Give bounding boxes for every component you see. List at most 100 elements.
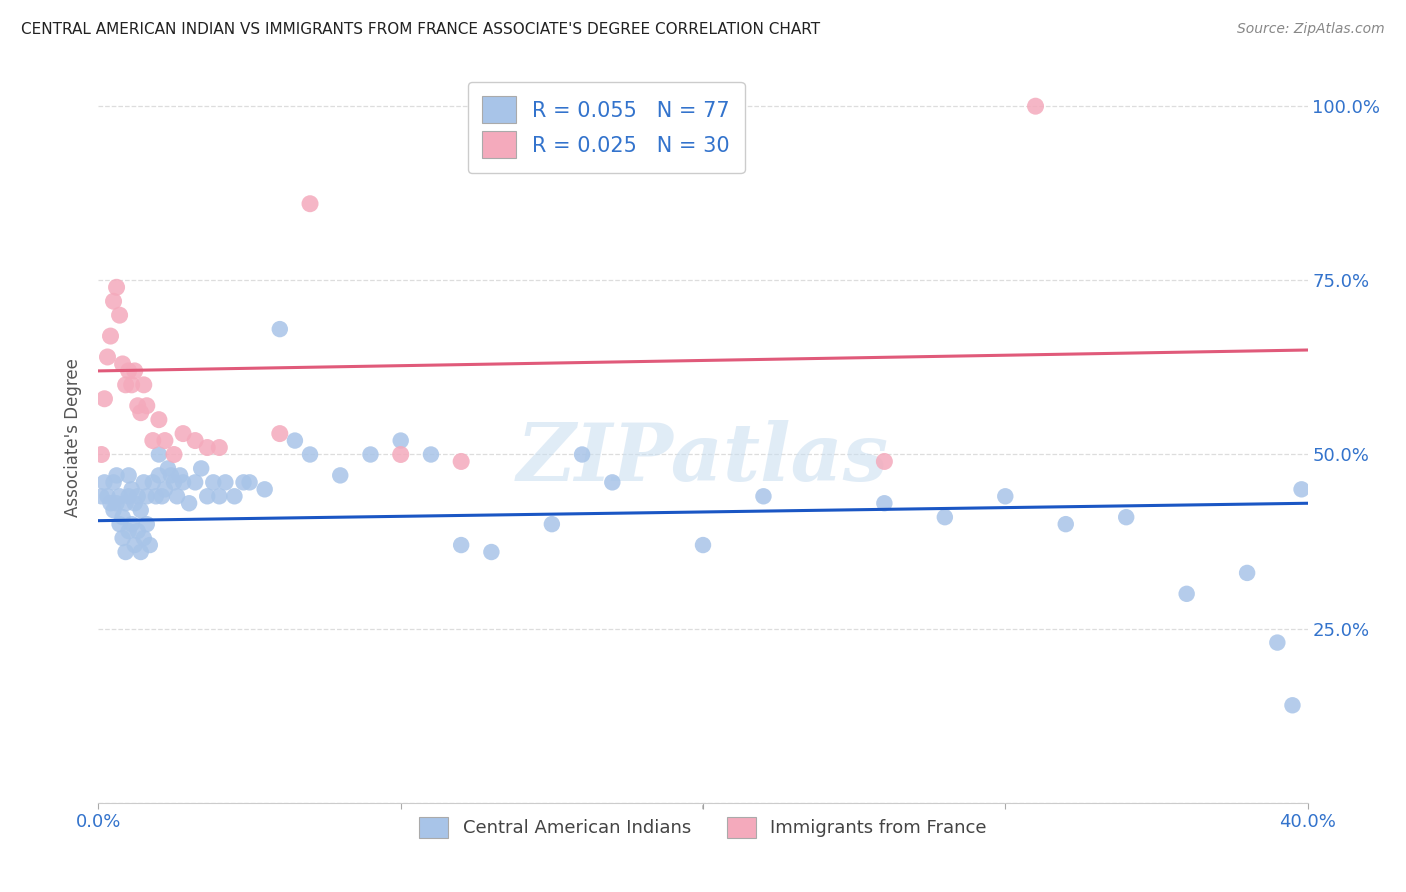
- Point: [420, 448, 443, 462]
- Point: [90, 489, 112, 503]
- Point: [118, 489, 141, 503]
- Point: [121, 483, 143, 497]
- Point: [100, 496, 122, 510]
- Point: [389, 448, 412, 462]
- Point: [481, 545, 503, 559]
- Point: [127, 489, 149, 503]
- Point: [360, 448, 382, 462]
- Point: [1115, 510, 1137, 524]
- Point: [153, 483, 176, 497]
- Point: [163, 475, 186, 490]
- Point: [100, 329, 122, 343]
- Point: [142, 434, 165, 448]
- Point: [142, 475, 165, 490]
- Point: [148, 412, 170, 426]
- Point: [93, 475, 115, 490]
- Point: [108, 489, 131, 503]
- Point: [132, 475, 155, 490]
- Point: [873, 454, 896, 468]
- Text: Source: ZipAtlas.com: Source: ZipAtlas.com: [1237, 22, 1385, 37]
- Point: [253, 483, 276, 497]
- Point: [150, 489, 173, 503]
- Point: [148, 468, 170, 483]
- Text: ZIPatlas: ZIPatlas: [517, 420, 889, 498]
- Point: [195, 441, 218, 455]
- Point: [124, 364, 146, 378]
- Point: [692, 538, 714, 552]
- Point: [169, 468, 191, 483]
- Point: [111, 510, 134, 524]
- Point: [214, 475, 236, 490]
- Point: [127, 399, 149, 413]
- Point: [90, 448, 112, 462]
- Point: [269, 426, 291, 441]
- Point: [184, 475, 207, 490]
- Point: [148, 448, 170, 462]
- Point: [114, 496, 136, 510]
- Point: [994, 489, 1017, 503]
- Point: [105, 468, 128, 483]
- Point: [232, 475, 254, 490]
- Point: [129, 503, 152, 517]
- Point: [103, 475, 125, 490]
- Point: [135, 399, 157, 413]
- Point: [145, 489, 167, 503]
- Point: [111, 531, 134, 545]
- Point: [934, 510, 956, 524]
- Point: [208, 489, 231, 503]
- Point: [135, 489, 157, 503]
- Point: [450, 538, 472, 552]
- Point: [153, 434, 176, 448]
- Point: [1267, 635, 1289, 649]
- Point: [1054, 517, 1077, 532]
- Legend: Central American Indians, Immigrants from France: Central American Indians, Immigrants fro…: [412, 810, 994, 845]
- Point: [96, 350, 118, 364]
- Point: [571, 448, 593, 462]
- Point: [156, 461, 179, 475]
- Point: [1024, 99, 1046, 113]
- Point: [163, 448, 186, 462]
- Point: [269, 322, 291, 336]
- Point: [124, 538, 146, 552]
- Point: [329, 468, 352, 483]
- Point: [124, 496, 146, 510]
- Point: [873, 496, 896, 510]
- Point: [602, 475, 624, 490]
- Point: [129, 406, 152, 420]
- Point: [114, 545, 136, 559]
- Point: [299, 196, 322, 211]
- Point: [105, 496, 128, 510]
- Point: [121, 517, 143, 532]
- Point: [127, 524, 149, 538]
- Point: [132, 531, 155, 545]
- Point: [118, 468, 141, 483]
- Point: [190, 461, 212, 475]
- Point: [1291, 483, 1313, 497]
- Point: [96, 489, 118, 503]
- Point: [103, 503, 125, 517]
- Point: [172, 475, 194, 490]
- Point: [179, 496, 201, 510]
- Point: [195, 489, 218, 503]
- Point: [239, 475, 262, 490]
- Point: [118, 364, 141, 378]
- Point: [114, 377, 136, 392]
- Point: [1175, 587, 1198, 601]
- Point: [752, 489, 775, 503]
- Point: [184, 434, 207, 448]
- Point: [121, 377, 143, 392]
- Point: [108, 517, 131, 532]
- Point: [1236, 566, 1258, 580]
- Point: [105, 280, 128, 294]
- Point: [132, 377, 155, 392]
- Point: [450, 454, 472, 468]
- Point: [139, 538, 162, 552]
- Point: [224, 489, 246, 503]
- Point: [135, 517, 157, 532]
- Point: [284, 434, 307, 448]
- Point: [389, 434, 412, 448]
- Point: [118, 524, 141, 538]
- Point: [166, 489, 188, 503]
- Point: [1281, 698, 1303, 713]
- Point: [111, 357, 134, 371]
